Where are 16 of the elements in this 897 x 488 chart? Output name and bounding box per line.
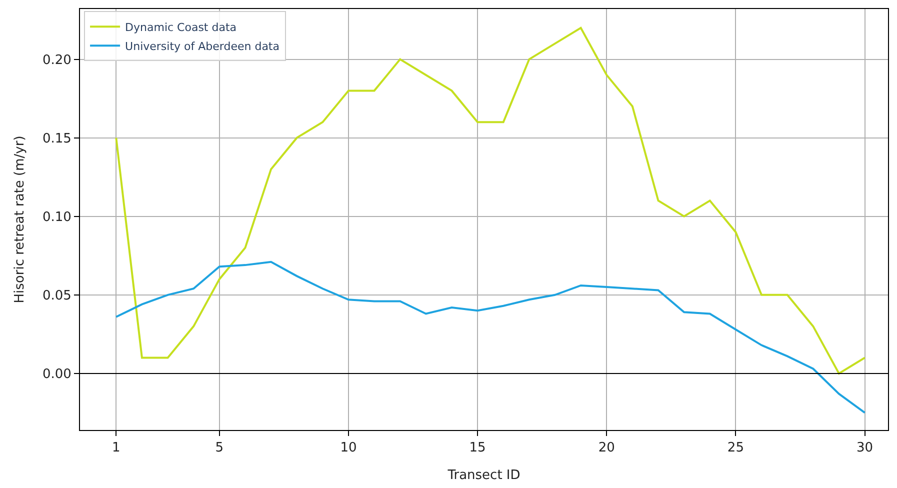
x-tick-label: 15 <box>469 440 486 456</box>
y-tick-label: 0.00 <box>42 367 72 382</box>
y-axis-title: Hisoric retreat rate (m/yr) <box>12 136 28 304</box>
y-tick-label: 0.20 <box>42 52 72 68</box>
x-tick-label: 5 <box>215 440 224 456</box>
x-tick-label: 30 <box>856 440 874 456</box>
y-tick-label: 0.15 <box>42 131 72 146</box>
y-tick-label: 0.05 <box>42 288 72 304</box>
x-tick-label: 1 <box>112 440 120 456</box>
x-tick-label: 20 <box>598 440 615 456</box>
x-axis-title: Transect ID <box>446 468 520 484</box>
x-tick-label: 10 <box>340 440 357 456</box>
legend-label: University of Aberdeen data <box>125 40 280 53</box>
legend-label: Dynamic Coast data <box>125 20 237 34</box>
y-tick-label: 0.10 <box>42 210 72 225</box>
x-tick-label: 25 <box>727 440 744 456</box>
